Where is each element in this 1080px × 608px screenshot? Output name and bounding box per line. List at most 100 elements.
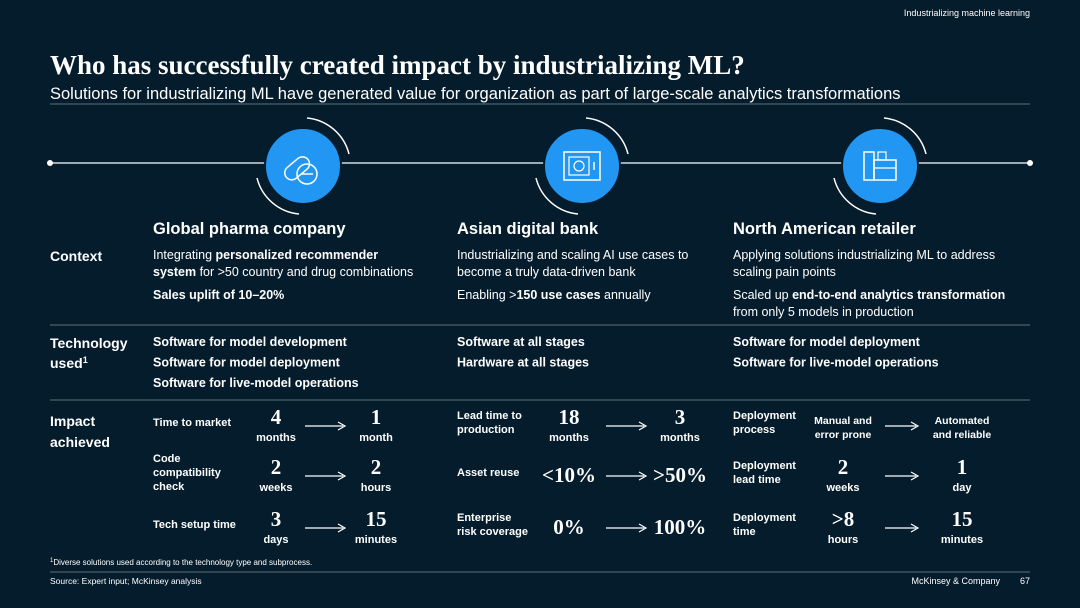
- column-heading: North American retailer: [733, 220, 916, 238]
- arrow-head: [638, 471, 648, 481]
- impact-unit: months: [256, 432, 296, 444]
- arrow-head: [337, 471, 347, 481]
- context-segment: personalized recommender: [216, 248, 379, 262]
- technology-item: Software for model deployment: [733, 335, 921, 349]
- impact-label: Code: [153, 453, 181, 465]
- impact-label: check: [153, 481, 185, 493]
- impact-value: 15: [366, 507, 387, 531]
- arrow-head: [337, 421, 347, 431]
- impact-label: risk coverage: [457, 526, 528, 538]
- context-segment: system: [153, 265, 196, 279]
- impact-unit: weeks: [825, 482, 859, 494]
- impact-label: Tech setup time: [153, 519, 236, 531]
- arrow-head: [910, 421, 920, 431]
- impact-value: 1: [371, 405, 382, 429]
- context-segment: Sales uplift of 10–20%: [153, 288, 284, 302]
- context-line: Enabling >150 use cases annually: [457, 288, 651, 302]
- row-label: Technology: [50, 335, 128, 351]
- technology-item: Software for model development: [153, 335, 348, 349]
- impact-value: 1: [957, 455, 968, 479]
- impact-label: time: [733, 526, 756, 538]
- impact-unit: months: [660, 432, 700, 444]
- timeline-end: [47, 160, 53, 166]
- impact-unit: minutes: [941, 534, 983, 546]
- section-label: Industrializing machine learning: [904, 8, 1030, 18]
- context-segment: Integrating: [153, 248, 216, 262]
- context-line: Integrating personalized recommender: [153, 248, 378, 262]
- context-segment: end-to-end analytics transformation: [792, 288, 1005, 302]
- impact-label: Deployment: [733, 512, 796, 524]
- arrow-head: [910, 523, 920, 533]
- column-heading: Global pharma company: [153, 220, 346, 238]
- technology-item: Software for live-model operations: [733, 356, 939, 370]
- row-label: Impact: [50, 413, 95, 429]
- arrow-head: [638, 523, 648, 533]
- impact-text: Automated: [935, 415, 990, 427]
- vault-icon: [535, 117, 629, 215]
- impact-unit: months: [549, 432, 589, 444]
- context-line: become a truly data-driven bank: [457, 265, 636, 279]
- impact-value: 15: [952, 507, 973, 531]
- impact-unit: hours: [361, 482, 392, 494]
- impact-label: production: [457, 424, 515, 436]
- impact-label: lead time: [733, 474, 781, 486]
- row-label-marker: 1: [83, 355, 88, 365]
- impact-label: Time to market: [153, 417, 231, 429]
- context-segment: Applying solutions industrializing ML to…: [733, 248, 995, 262]
- row-label: used1: [50, 355, 88, 371]
- context-line: system for >50 country and drug combinat…: [153, 265, 413, 279]
- impact-value: 2: [838, 455, 849, 479]
- impact-label: process: [733, 424, 775, 436]
- context-segment: 150 use cases: [516, 288, 600, 302]
- pill-icon: [256, 117, 350, 215]
- title: Who has successfully created impact by i…: [50, 50, 745, 80]
- impact-label: Enterprise: [457, 512, 511, 524]
- subtitle: Solutions for industrializing ML have ge…: [50, 85, 901, 103]
- row-label: achieved: [50, 434, 110, 450]
- impact-text: error prone: [815, 429, 872, 441]
- impact-value: >50%: [653, 463, 707, 487]
- page-number: 67: [1020, 576, 1030, 586]
- impact-value: >8: [832, 507, 854, 531]
- column-heading: Asian digital bank: [457, 220, 599, 238]
- technology-item: Hardware at all stages: [457, 356, 589, 370]
- impact-value: 2: [271, 455, 282, 479]
- timeline-end: [1027, 160, 1033, 166]
- arrow-head: [337, 523, 347, 533]
- impact-value: 18: [559, 405, 580, 429]
- impact-unit: hours: [828, 534, 859, 546]
- footnote-marker: 1: [50, 558, 54, 564]
- row-label: Context: [50, 248, 102, 264]
- footnote: 1Diverse solutions used according to the…: [50, 558, 312, 567]
- factory-icon: [833, 117, 927, 215]
- context-segment: for >50 country and drug combinations: [196, 265, 413, 279]
- source: Source: Expert input; McKinsey analysis: [50, 576, 202, 586]
- arrow-head: [638, 421, 648, 431]
- row-label-text: used: [50, 355, 83, 371]
- impact-value: 2: [371, 455, 382, 479]
- technology-item: Software for live-model operations: [153, 376, 359, 390]
- impact-text: Manual and: [814, 415, 872, 427]
- arrow-head: [910, 471, 920, 481]
- impact-unit: weeks: [258, 482, 292, 494]
- context-line: Applying solutions industrializing ML to…: [733, 248, 995, 262]
- impact-value: 100%: [654, 515, 707, 539]
- context-line: Industrializing and scaling AI use cases…: [457, 248, 688, 262]
- context-line: Scaled up end-to-end analytics transform…: [733, 288, 1005, 302]
- context-segment: annually: [601, 288, 652, 302]
- context-segment: scaling pain points: [733, 265, 836, 279]
- row-label-text: Technology: [50, 335, 128, 351]
- context-line: Sales uplift of 10–20%: [153, 288, 284, 302]
- context-segment: from only 5 models in production: [733, 305, 914, 319]
- impact-unit: minutes: [355, 534, 397, 546]
- technology-item: Software for model deployment: [153, 356, 341, 370]
- context-segment: Enabling >: [457, 288, 516, 302]
- context-line: scaling pain points: [733, 265, 836, 279]
- impact-value: 0%: [553, 515, 585, 539]
- context-segment: Industrializing and scaling AI use cases…: [457, 248, 688, 262]
- impact-label: Lead time to: [457, 410, 522, 422]
- impact-label: compatibility: [153, 467, 222, 479]
- impact-text: and reliable: [933, 429, 992, 441]
